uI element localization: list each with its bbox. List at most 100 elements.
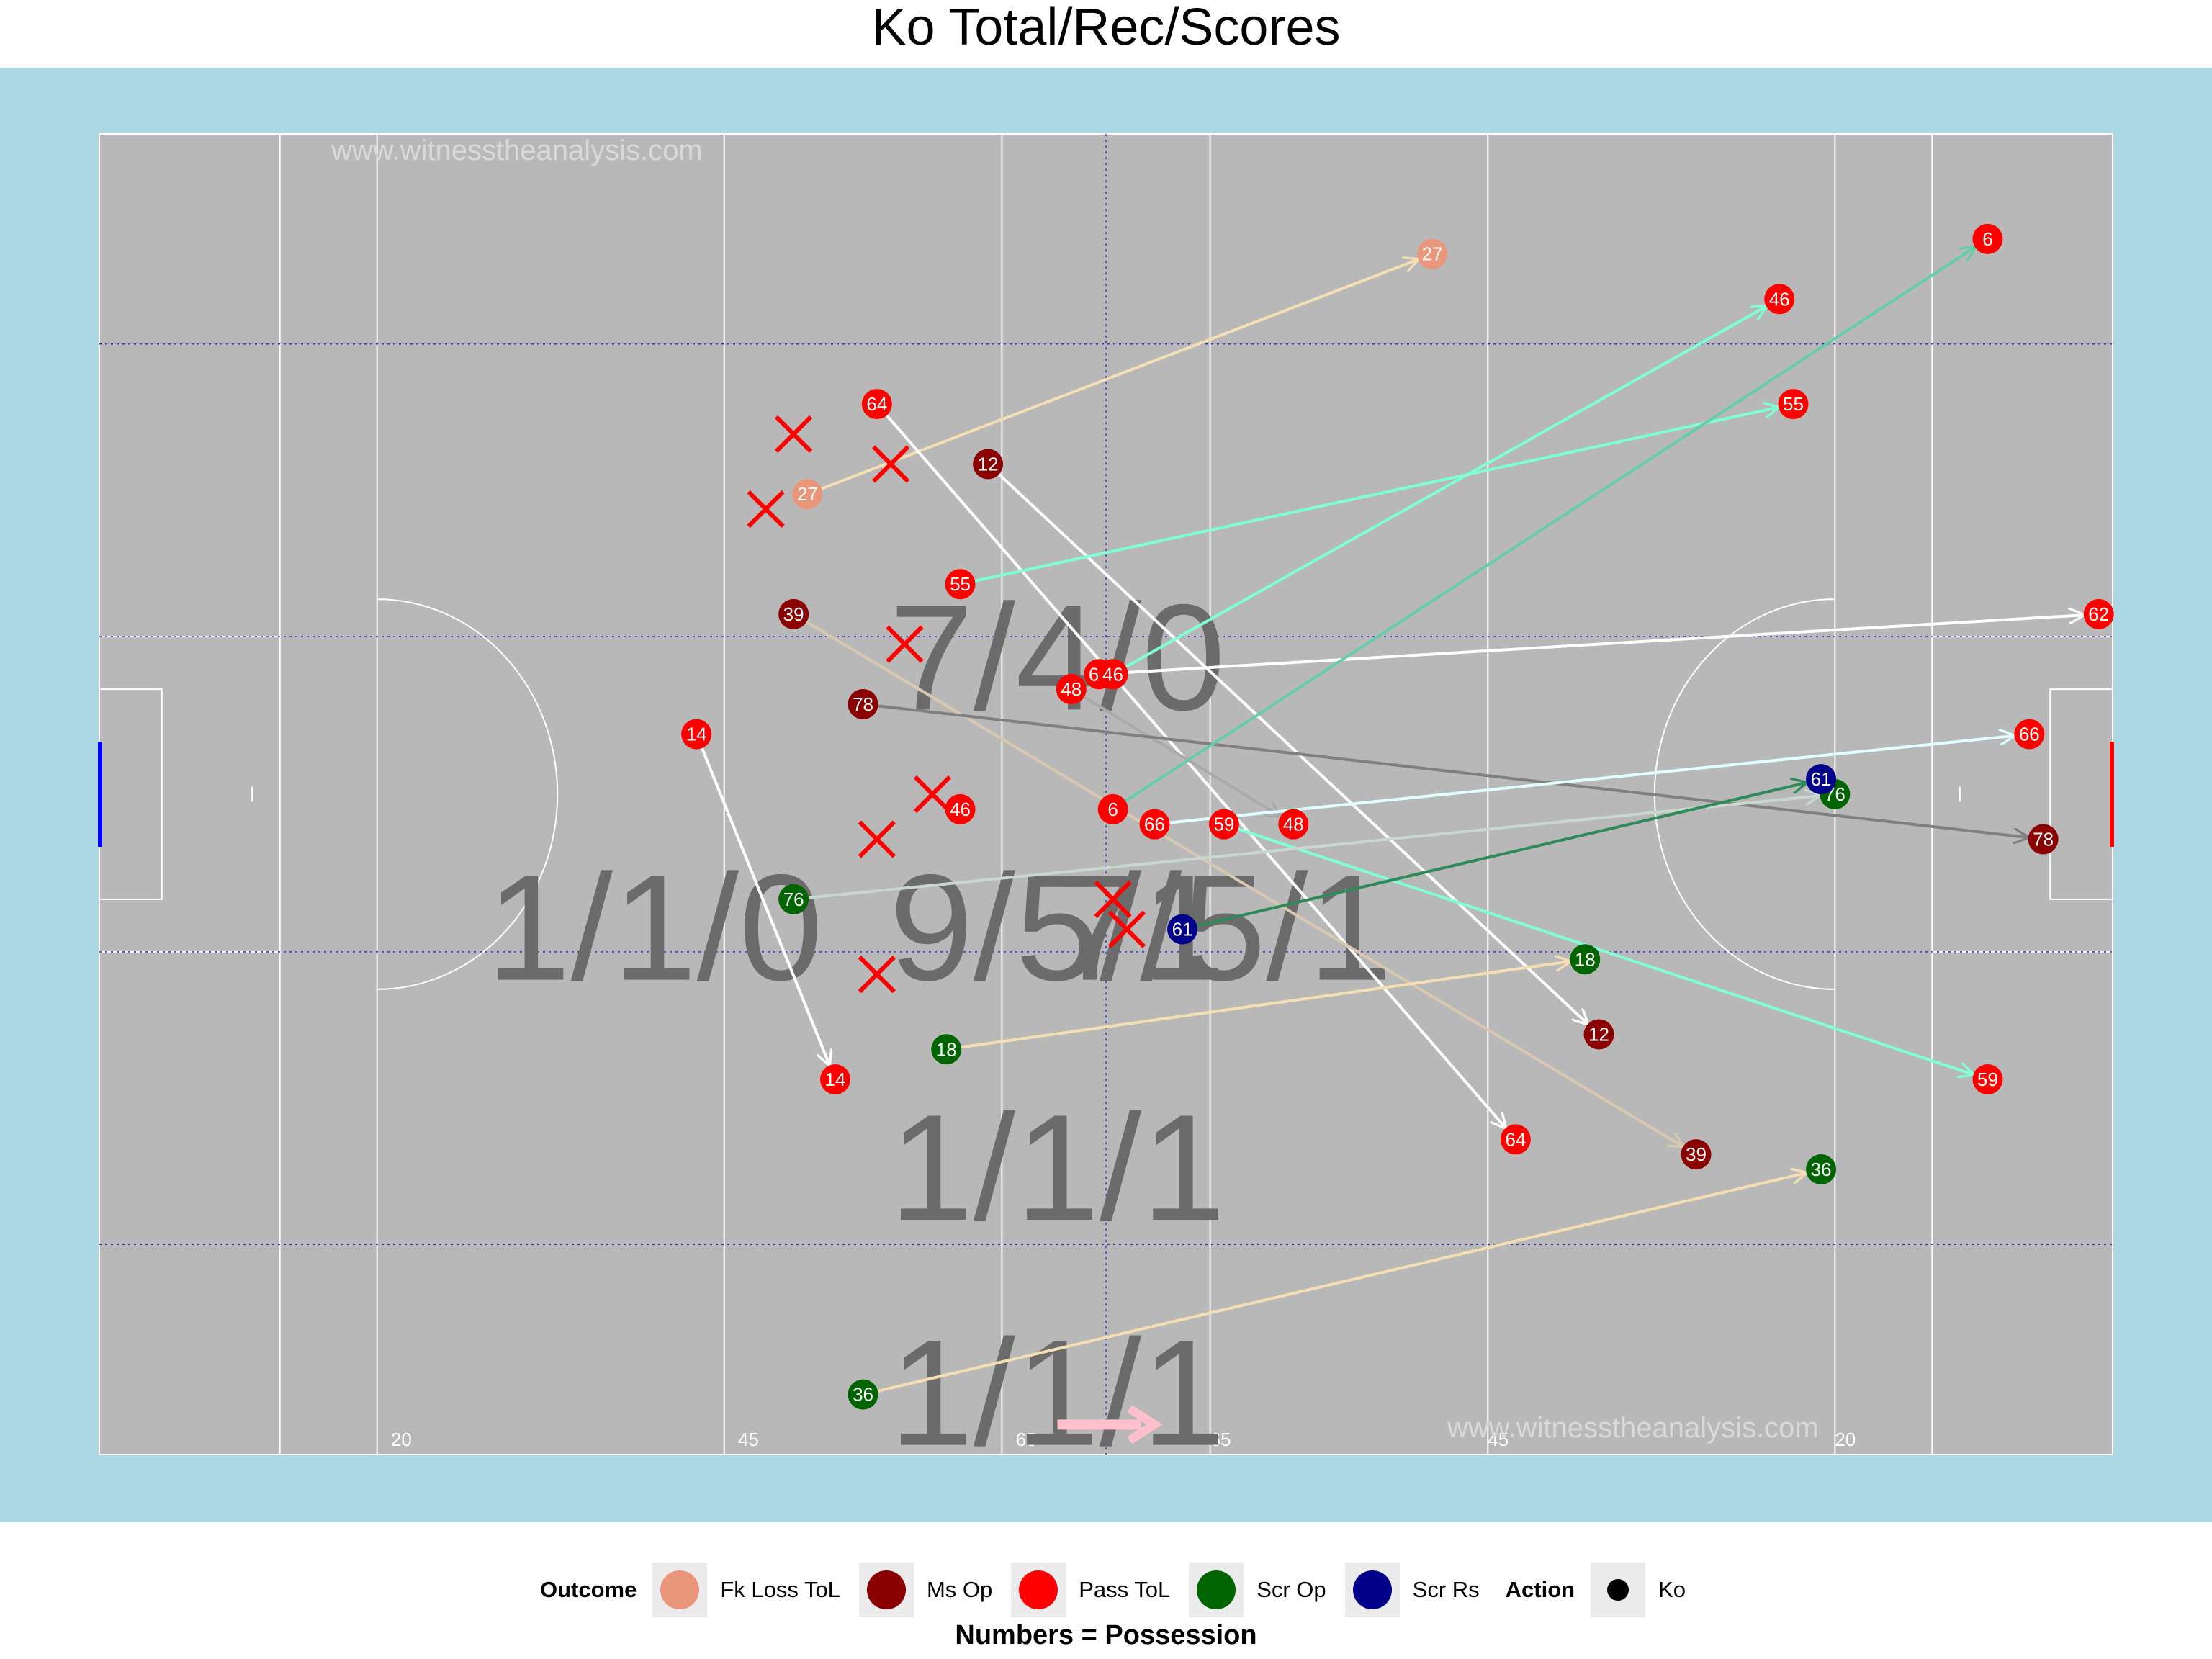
point-label: 6 xyxy=(1107,799,1118,820)
legend-dot xyxy=(866,1570,906,1609)
legend-dot xyxy=(660,1570,700,1609)
point xyxy=(681,719,712,750)
point-label: 64 xyxy=(1505,1128,1526,1150)
legend-swatch xyxy=(652,1563,708,1617)
kick-line xyxy=(945,961,1569,1051)
x-marker xyxy=(858,820,896,858)
point-label: 64 xyxy=(866,393,887,415)
points: 2727646412125555393962624646484878781414… xyxy=(681,223,2114,1410)
point-label: 39 xyxy=(783,603,804,625)
point-label: 46 xyxy=(1769,288,1790,310)
x-marker xyxy=(775,415,813,453)
legend-action-title: Action xyxy=(1505,1577,1575,1602)
chart-caption: Numbers = Possession xyxy=(955,1620,1257,1650)
legend-label: Scr Op xyxy=(1256,1577,1326,1602)
kick-line xyxy=(1070,688,1280,816)
point-label: 14 xyxy=(825,1069,846,1090)
kick-line xyxy=(793,796,1819,901)
grid-lines xyxy=(99,134,2113,1455)
point xyxy=(778,884,809,914)
point-label: 61 xyxy=(1811,768,1832,790)
point-label: 78 xyxy=(853,693,873,715)
point xyxy=(1417,238,1448,269)
kick-line xyxy=(1112,248,1974,811)
point-label: 48 xyxy=(1283,814,1304,835)
legend-label: Ms Op xyxy=(926,1577,993,1602)
watermark: www.witnesstheanalysis.com xyxy=(1447,1412,1819,1444)
point-label: 76 xyxy=(783,889,804,910)
point-label: 12 xyxy=(1588,1023,1609,1045)
legend-item: Fk Loss ToL xyxy=(652,1563,840,1617)
point xyxy=(848,1379,878,1410)
point xyxy=(1764,284,1795,315)
point xyxy=(1278,809,1309,840)
legend-dot xyxy=(1352,1570,1392,1609)
zone-totals: 7/4/01/1/0 9/5/17/5/11/1/11/1/1 xyxy=(487,572,1393,1477)
point-label: 61 xyxy=(1172,919,1193,940)
kick-line xyxy=(1223,822,1973,1074)
point xyxy=(1167,914,1198,945)
zone-total: 7/4/0 xyxy=(889,572,1226,742)
point xyxy=(1806,764,1837,795)
point xyxy=(1139,809,1170,840)
point xyxy=(819,1064,850,1094)
point xyxy=(778,598,809,629)
legend-actions: Ko xyxy=(1591,1563,1704,1617)
point xyxy=(1972,1064,2003,1094)
kick-line xyxy=(1182,783,1806,931)
kick-lines xyxy=(695,248,2083,1396)
legend-dot xyxy=(1607,1579,1629,1601)
point xyxy=(1778,389,1809,420)
legend-item: Ko xyxy=(1591,1563,1686,1617)
kick-line xyxy=(876,403,1506,1128)
x-marker xyxy=(886,625,924,663)
point-label: 12 xyxy=(978,454,999,475)
x-marker xyxy=(871,445,910,483)
legend-dot xyxy=(1019,1570,1058,1609)
legend-label: Pass ToL xyxy=(1079,1577,1171,1602)
legend-swatch xyxy=(1189,1563,1244,1617)
x-marker xyxy=(858,955,896,994)
point xyxy=(2014,719,2045,750)
direction-arrow xyxy=(1057,1405,1163,1444)
legend-swatch xyxy=(1011,1563,1066,1617)
x-marker xyxy=(1107,910,1146,948)
point xyxy=(1972,223,2003,254)
yard-labels: 20 45 65 65 45 20 xyxy=(391,1429,1856,1450)
point-label: 46 xyxy=(950,799,971,820)
legend-label: Scr Rs xyxy=(1412,1577,1480,1602)
point xyxy=(1500,1124,1531,1155)
point-label: 46 xyxy=(1102,663,1123,685)
point xyxy=(1583,1019,1614,1050)
point-label: 59 xyxy=(1977,1069,1998,1090)
x-marker xyxy=(747,490,785,529)
point xyxy=(792,479,823,510)
pitch-lines xyxy=(98,134,2114,1455)
point-label: 48 xyxy=(1061,678,1082,700)
chart-title: Ko Total/Rec/Scores xyxy=(871,0,1341,56)
point-label: 78 xyxy=(2033,829,2054,850)
point xyxy=(945,793,976,824)
pitch-surface xyxy=(99,133,2113,1455)
legend-row: Outcome Fk Loss ToL Ms Op Pass ToL Scr Op Sc… xyxy=(540,1563,1704,1617)
yard-label: 45 xyxy=(1488,1429,1509,1450)
yard-label: 45 xyxy=(738,1429,759,1450)
point-label: 66 xyxy=(1144,814,1165,835)
legend-dot xyxy=(1197,1570,1236,1609)
x-marker xyxy=(913,775,952,814)
yard-label: 65 xyxy=(1210,1429,1231,1450)
x-marker xyxy=(1094,880,1132,919)
point-label: 39 xyxy=(1686,1143,1707,1165)
point xyxy=(2028,824,2059,855)
point-label: 27 xyxy=(797,483,818,505)
arc-left xyxy=(377,598,558,990)
legend-outcomes: Fk Loss ToL Ms Op Pass ToL Scr Op Scr Rs xyxy=(652,1563,1498,1617)
point-label: 62 xyxy=(2088,603,2109,625)
pitch-plot: 20 45 65 65 45 20 7/4/01/1/0 9/5/17/5/11/1/11/… xyxy=(0,68,2212,1522)
point xyxy=(1570,944,1601,975)
point xyxy=(1208,809,1239,840)
x-markers xyxy=(747,415,1146,994)
point xyxy=(1097,659,1128,690)
point xyxy=(848,688,878,719)
legend-item: Ms Op xyxy=(858,1563,993,1617)
